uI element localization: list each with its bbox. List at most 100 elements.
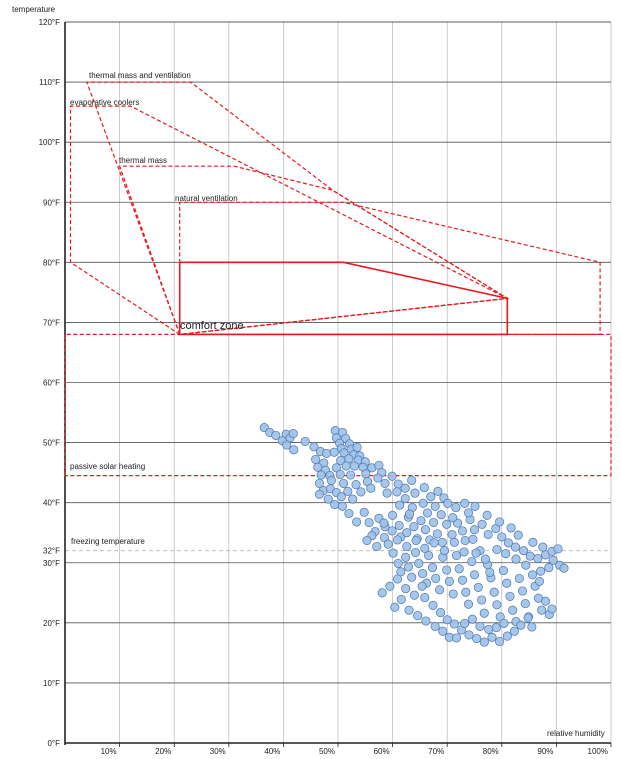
- zone-passive-solar-heating: [64, 333, 612, 477]
- zone-label-thermal-mass: thermal mass: [119, 156, 167, 165]
- data-point: [418, 498, 428, 508]
- data-point: [400, 493, 410, 504]
- data-point: [393, 558, 403, 568]
- zone-label-thermal-mass-ventilation: thermal mass and ventilation: [89, 71, 191, 80]
- data-point: [388, 548, 398, 558]
- data-point: [433, 486, 443, 496]
- y-tick-label: 120°F: [39, 18, 61, 27]
- data-point: [457, 575, 468, 585]
- data-point: [492, 544, 502, 555]
- data-point: [460, 535, 470, 546]
- data-point: [463, 508, 474, 518]
- data-point: [344, 508, 354, 519]
- data-point: [395, 500, 405, 510]
- data-point: [483, 529, 493, 540]
- data-point: [420, 593, 430, 603]
- data-point: [288, 429, 298, 439]
- y-tick-label: 100°F: [39, 138, 61, 147]
- data-point: [392, 574, 403, 584]
- data-point: [372, 541, 382, 552]
- data-point: [534, 576, 545, 586]
- zone-thermal-mass: [118, 165, 510, 336]
- data-point: [382, 488, 392, 498]
- data-point: [523, 613, 533, 623]
- data-point: [501, 549, 511, 559]
- data-point: [544, 563, 554, 573]
- data-point: [448, 513, 458, 523]
- data-point: [470, 501, 480, 511]
- data-point: [442, 615, 452, 625]
- x-tick-label: 10%: [101, 747, 117, 756]
- data-point: [377, 588, 387, 598]
- data-point: [495, 636, 505, 647]
- data-point: [271, 430, 281, 440]
- data-point: [553, 544, 563, 554]
- x-tick-label: 90%: [537, 747, 553, 756]
- data-point: [428, 600, 438, 610]
- data-point: [300, 436, 310, 446]
- x-tick-label: 70%: [428, 747, 444, 756]
- data-point: [346, 470, 356, 480]
- data-point: [426, 492, 436, 502]
- y-tick-label: 10°F: [43, 679, 60, 688]
- data-point: [527, 622, 537, 632]
- data-point: [489, 587, 499, 597]
- data-point: [514, 573, 524, 583]
- data-point: [338, 478, 349, 488]
- y-tick-label: 90°F: [43, 198, 60, 207]
- data-point: [503, 538, 513, 548]
- data-point: [379, 518, 389, 528]
- data-point: [485, 567, 495, 577]
- data-point: [528, 537, 538, 547]
- data-point: [471, 548, 481, 558]
- data-point: [442, 565, 452, 575]
- data-point: [447, 529, 457, 540]
- data-point: [520, 599, 530, 609]
- data-point: [420, 543, 430, 553]
- y-axis-label: temperature: [12, 5, 56, 14]
- data-point: [339, 448, 349, 458]
- data-point: [392, 535, 403, 545]
- data-point: [468, 534, 478, 544]
- data-point: [313, 462, 323, 472]
- y-tick-label: 40°F: [43, 499, 60, 508]
- data-point: [444, 576, 454, 586]
- data-point: [402, 528, 412, 538]
- data-point: [492, 600, 502, 610]
- data-point: [343, 486, 353, 496]
- y-tick-label: 30°F: [43, 559, 60, 568]
- y-tick-label: 50°F: [43, 439, 60, 448]
- data-point: [516, 620, 526, 630]
- data-point: [517, 586, 528, 596]
- data-point: [418, 569, 428, 579]
- y-tick-label: 60°F: [43, 379, 60, 388]
- data-point: [460, 618, 470, 628]
- data-point: [314, 478, 324, 488]
- data-point: [449, 537, 459, 547]
- data-point: [349, 461, 359, 471]
- data-point: [409, 590, 419, 600]
- data-point: [469, 570, 480, 580]
- data-point: [460, 498, 470, 508]
- data-point: [316, 470, 326, 480]
- data-point: [480, 554, 490, 564]
- x-axis-label: relative humidity: [547, 729, 605, 738]
- data-point: [477, 519, 487, 529]
- data-point: [467, 614, 477, 624]
- data-point: [547, 604, 557, 614]
- data-point: [387, 526, 397, 536]
- design-strategy-zones: [64, 81, 612, 477]
- weather-data-points: [259, 423, 569, 647]
- data-point: [437, 537, 447, 547]
- data-point: [396, 594, 406, 604]
- data-point: [416, 516, 426, 526]
- data-point: [509, 626, 519, 636]
- data-point: [289, 445, 299, 455]
- data-point: [451, 550, 462, 561]
- data-point: [519, 546, 529, 556]
- data-point: [420, 525, 430, 535]
- data-point: [459, 547, 469, 557]
- data-point: [536, 566, 546, 576]
- data-point: [525, 551, 535, 561]
- data-point: [282, 440, 292, 450]
